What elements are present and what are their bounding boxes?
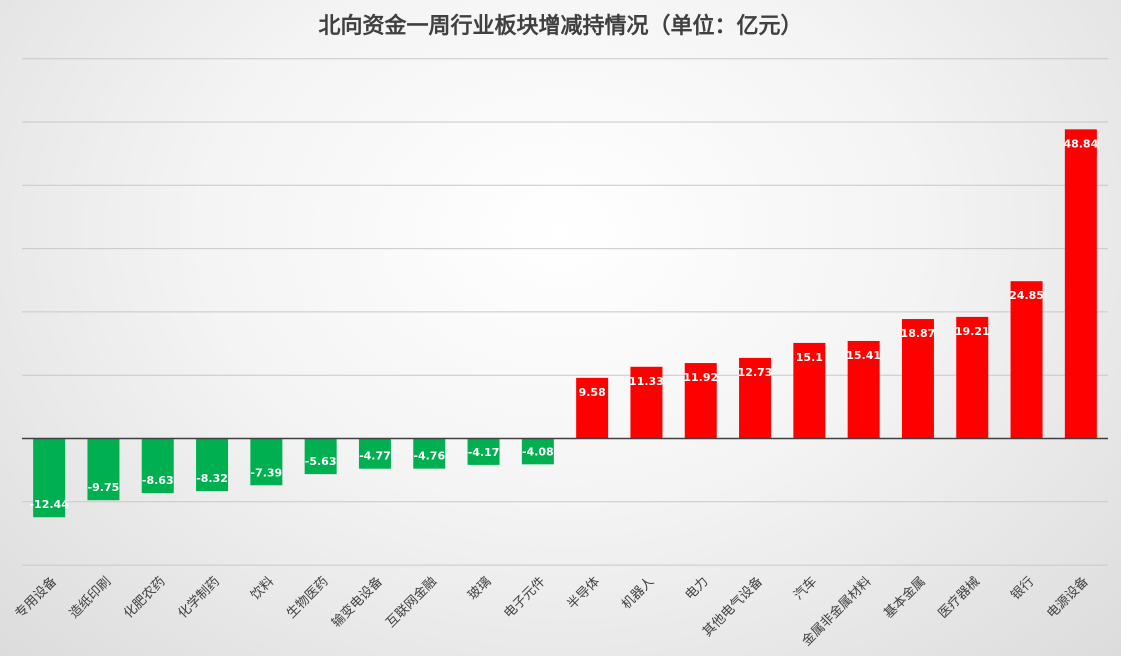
bar (576, 377, 609, 439)
category-label: 电力 (683, 574, 712, 603)
bar (847, 340, 880, 439)
data-label: -7.39 (250, 466, 282, 479)
data-label: -12.44 (29, 498, 69, 511)
category-label: 化肥农药 (121, 574, 168, 621)
data-label: 15.1 (796, 351, 823, 364)
bar (33, 438, 66, 518)
data-label: 19.21 (955, 325, 990, 338)
data-label: 11.33 (629, 375, 664, 388)
category-label: 医疗器械 (936, 574, 983, 621)
bar (87, 438, 120, 501)
bar (1064, 129, 1097, 439)
category-label: 玻璃 (465, 574, 494, 603)
category-label: 饮料 (248, 574, 277, 603)
bar (358, 438, 391, 469)
data-labels: -12.44 -9.75 -8.63 -8.32 -7.39 -5.63 -4.77 -4.7… (29, 137, 1098, 511)
bars (33, 129, 1097, 518)
category-label: 半导体 (565, 574, 603, 612)
category-label: 专用设备 (12, 574, 60, 622)
data-label: -8.32 (196, 472, 228, 485)
category-label: 生物医药 (284, 574, 331, 621)
data-label: 11.92 (683, 371, 718, 384)
data-label: 15.41 (846, 349, 881, 362)
data-label: -4.77 (359, 450, 391, 463)
data-label: 48.84 (1063, 137, 1098, 150)
data-label: -5.63 (305, 455, 337, 468)
category-label: 互联网金融 (383, 574, 440, 631)
data-label: -8.63 (142, 474, 174, 487)
bar (196, 438, 229, 492)
data-label: -9.75 (88, 481, 120, 494)
category-label: 化学制药 (175, 574, 223, 622)
bar (739, 357, 772, 439)
data-label: -4.17 (468, 446, 500, 459)
data-label: 24.85 (1009, 289, 1044, 302)
category-label: 造纸印刷 (67, 574, 114, 621)
category-label: 银行 (1008, 574, 1037, 603)
category-label: 电源设备 (1044, 574, 1092, 622)
data-label: 9.58 (579, 386, 606, 399)
bar (521, 438, 554, 465)
data-label: -4.08 (522, 445, 554, 458)
category-label: 基本金属 (881, 574, 929, 622)
bar (956, 316, 989, 439)
bar (413, 438, 446, 469)
bar (467, 438, 500, 465)
chart-title: 北向资金一周行业板块增减持情况（单位：亿元） (318, 14, 803, 39)
gridlines (22, 58, 1108, 566)
bar (1010, 281, 1043, 439)
data-label: 18.87 (901, 327, 936, 340)
bar (630, 366, 663, 439)
data-label: 12.73 (738, 366, 773, 379)
category-label: 输变电设备 (328, 574, 385, 631)
category-label: 电子元件 (501, 574, 548, 621)
bar (304, 438, 337, 475)
bar (901, 319, 934, 439)
bar (250, 438, 283, 486)
bar (141, 438, 174, 494)
bar (684, 363, 717, 439)
category-label: 机器人 (619, 574, 657, 612)
category-label: 汽车 (790, 574, 820, 604)
data-label: -4.76 (413, 450, 445, 463)
bar (793, 342, 826, 439)
